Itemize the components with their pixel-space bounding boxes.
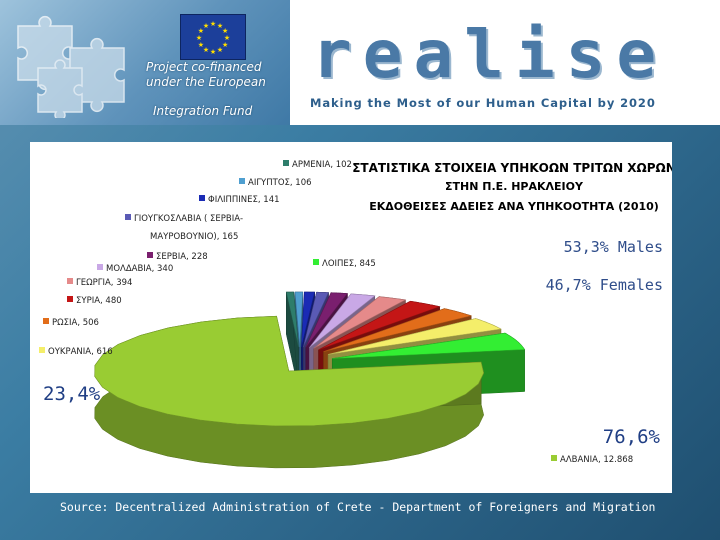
pie-slice-top — [323, 308, 473, 352]
legend-swatch — [283, 160, 289, 166]
others-percent-label: 23,4% — [43, 383, 101, 405]
legend-swatch — [199, 195, 205, 201]
pie-slice-top — [332, 332, 526, 359]
pie-chart: ΣΤΑΤΙΣΤΙΚΑ ΣΤΟΙΧΕΙΑ ΥΠΗΚΟΩΝ ΤΡΙΤΩΝ ΧΩΡΩΝ… — [39, 160, 672, 469]
pie-slice-top — [94, 315, 485, 427]
slice-labels: ΑΡΜΕΝΙΑ, 102 ΑΙΓΥΠΤΟΣ, 106 ΦΙΛΙΠΠΙΝΕΣ, 141… — [39, 160, 633, 465]
eu-star-icon: ★ — [222, 41, 228, 49]
slice-label: ΑΙΓΥΠΤΟΣ, 106 — [248, 178, 312, 188]
slice-label: ΣΕΡΒΙΑ, 228 — [156, 252, 208, 262]
legend-swatch — [239, 178, 245, 184]
eu-star-icon: ★ — [210, 48, 216, 56]
slice-label: ΓΙΟΥΓΚΟΣΛΑΒΙΑ ( ΣΕΡΒΙΑ- — [134, 214, 243, 224]
pie-slice-top — [328, 318, 502, 355]
cofinance-caption-line3: Integration Fund — [153, 104, 253, 118]
eu-star-icon: ★ — [203, 22, 209, 30]
realise-logo: realise — [312, 16, 668, 93]
legend-swatch — [67, 278, 73, 284]
header-right-panel — [292, 0, 720, 125]
chart-title-line2: ΣΤΗΝ Π.Ε. ΗΡΑΚΛΕΙΟΥ — [445, 180, 584, 193]
slice-label: ΑΡΜΕΝΙΑ, 102 — [292, 160, 352, 170]
eu-star-icon: ★ — [210, 20, 216, 28]
eu-star-icon: ★ — [203, 46, 209, 54]
albania-percent-label: 76,6% — [603, 426, 661, 448]
chart-panel: ΣΤΑΤΙΣΤΙΚΑ ΣΤΟΙΧΕΙΑ ΥΠΗΚΟΩΝ ΤΡΙΤΩΝ ΧΩΡΩΝ… — [30, 142, 672, 493]
slice-label: ΛΟΙΠΕΣ, 845 — [322, 259, 376, 269]
slice-label: ΡΩΣΙΑ, 506 — [52, 318, 99, 328]
legend-swatch — [147, 252, 153, 258]
slice-label: ΟΥΚΡΑΝΙΑ, 616 — [48, 347, 113, 357]
eu-star-icon: ★ — [222, 27, 228, 35]
pie-slice-top — [303, 291, 329, 348]
pie-slice-top — [285, 291, 299, 348]
legend-swatch — [551, 455, 557, 461]
source-caption: Source: Decentralized Administration of … — [60, 500, 656, 514]
females-annotation: 46,7% Females — [546, 276, 663, 294]
slice-label: ΓΕΩΡΓΙΑ, 394 — [76, 278, 132, 288]
pie-slice-top — [318, 300, 441, 351]
slice-label: ΦΙΛΙΠΠΙΝΕΣ, 141 — [208, 195, 280, 205]
eu-star-icon: ★ — [198, 41, 204, 49]
header: ★ ★ ★ ★ ★ ★ ★ ★ ★ ★ ★ ★ Project co-financed under t… — [0, 0, 720, 125]
pie-slice-top — [305, 292, 349, 348]
legend-swatch — [39, 347, 45, 353]
legend-swatch — [313, 259, 319, 265]
slice-label: ΜΑΥΡΟΒΟΥΝΙΟ), 165 — [150, 232, 238, 242]
eu-star-icon: ★ — [217, 22, 223, 30]
pie-slice-top — [294, 291, 304, 348]
pie-slice — [94, 315, 485, 469]
eu-flag-icon: ★ ★ ★ ★ ★ ★ ★ ★ ★ ★ ★ ★ — [180, 14, 246, 60]
males-annotation: 53,3% Males — [564, 238, 663, 256]
chart-title-line1: ΣΤΑΤΙΣΤΙΚΑ ΣΤΟΙΧΕΙΑ ΥΠΗΚΟΩΝ ΤΡΙΤΩΝ ΧΩΡΩΝ — [352, 161, 672, 175]
legend-swatch — [125, 214, 131, 220]
pie-slice-top — [309, 293, 376, 348]
tagline: Making the Most of our Human Capital by … — [310, 96, 656, 110]
eu-star-icon: ★ — [196, 34, 202, 42]
legend-swatch — [67, 296, 73, 302]
cofinance-caption-line2: under the European — [146, 75, 266, 89]
pie-slices — [94, 291, 526, 469]
slice-label: ΜΟΛΔΑΒΙΑ, 340 — [106, 264, 173, 274]
slice-label: ΑΛΒΑΝΙΑ, 12.868 — [560, 455, 633, 465]
eu-star-icon: ★ — [217, 46, 223, 54]
eu-star-icon: ★ — [198, 27, 204, 35]
slice-label: ΣΥΡΙΑ, 480 — [76, 296, 122, 306]
legend-swatch — [97, 264, 103, 270]
eu-star-icon: ★ — [224, 34, 230, 42]
puzzle-logo-icon — [17, 16, 125, 118]
legend-swatch — [43, 318, 49, 324]
pie-slice-top — [313, 296, 407, 349]
pie-slice-top — [301, 291, 315, 348]
chart-title-line3: ΕΚΔΟΘΕΙΣΕΣ ΑΔΕΙΕΣ ΑΝΑ ΥΠΗΚΟΟΤΗΤΑ (2010) — [369, 200, 659, 213]
cofinance-caption-line1: Project co-financed — [146, 60, 262, 74]
header-left-panel: ★ ★ ★ ★ ★ ★ ★ ★ ★ ★ ★ ★ Project co-financed under t… — [0, 0, 290, 125]
